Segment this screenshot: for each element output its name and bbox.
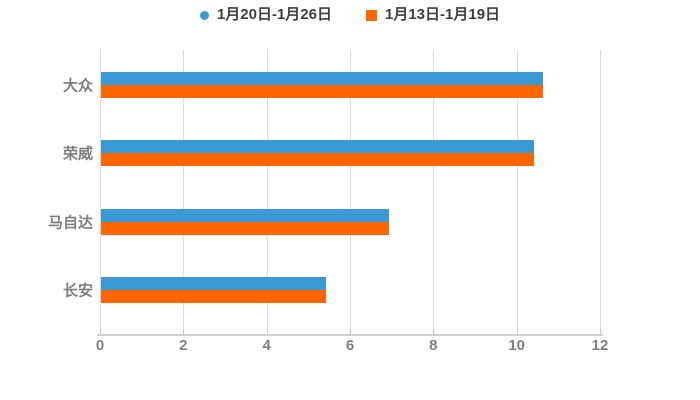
tick-x-0: [100, 329, 101, 334]
bar-荣威-series-0: [101, 140, 535, 154]
category-label-0: 大众: [62, 77, 93, 95]
legend-item-1[interactable]: 1月13日-1月19日: [366, 6, 500, 24]
category-label-3: 长安: [62, 282, 93, 300]
chart-legend: 1月20日-1月26日 1月13日-1月19日: [0, 6, 700, 24]
gridline-x-12: [600, 50, 601, 330]
legend-circle-marker: [199, 10, 209, 20]
gridline-x-10: [516, 50, 518, 330]
x-tick-label: 8: [429, 337, 438, 354]
legend-label: 1月20日-1月26日: [216, 6, 332, 23]
x-tick-label: 6: [345, 337, 355, 354]
x-axis-line: [97, 334, 603, 336]
tick-x-8: [433, 329, 435, 334]
tick-x-2: [183, 329, 185, 334]
legend-item-0[interactable]: 1月20日-1月26日: [199, 6, 332, 24]
bar-马自达-series-1: [101, 221, 389, 235]
gridline-x-6: [350, 50, 351, 330]
x-tick-label: 10: [508, 337, 525, 354]
bar-长安-series-1: [101, 290, 326, 304]
category-label-2: 马自达: [47, 214, 93, 232]
gridline-x-0: [100, 50, 101, 330]
tick-x-12: [600, 329, 601, 334]
x-tick-label: 12: [591, 337, 609, 354]
legend-label: 1月13日-1月19日: [385, 6, 501, 23]
bar-马自达-series-0: [101, 208, 389, 222]
x-tick-label: 4: [262, 337, 271, 354]
tick-x-6: [350, 329, 351, 334]
bar-荣威-series-1: [101, 153, 535, 167]
bar-长安-series-0: [101, 277, 326, 291]
gridline-x-8: [433, 50, 435, 330]
bar-大众-series-1: [101, 85, 543, 98]
category-label-1: 荣威: [62, 145, 93, 163]
gridline-x-4: [266, 50, 268, 330]
x-tick-label: 2: [179, 337, 188, 354]
x-tick-label: 0: [95, 337, 105, 354]
gridline-x-2: [183, 50, 185, 330]
legend-square-marker: [366, 9, 377, 21]
tick-x-10: [516, 329, 518, 334]
bar-大众-series-0: [101, 72, 543, 85]
tick-x-4: [266, 329, 268, 334]
